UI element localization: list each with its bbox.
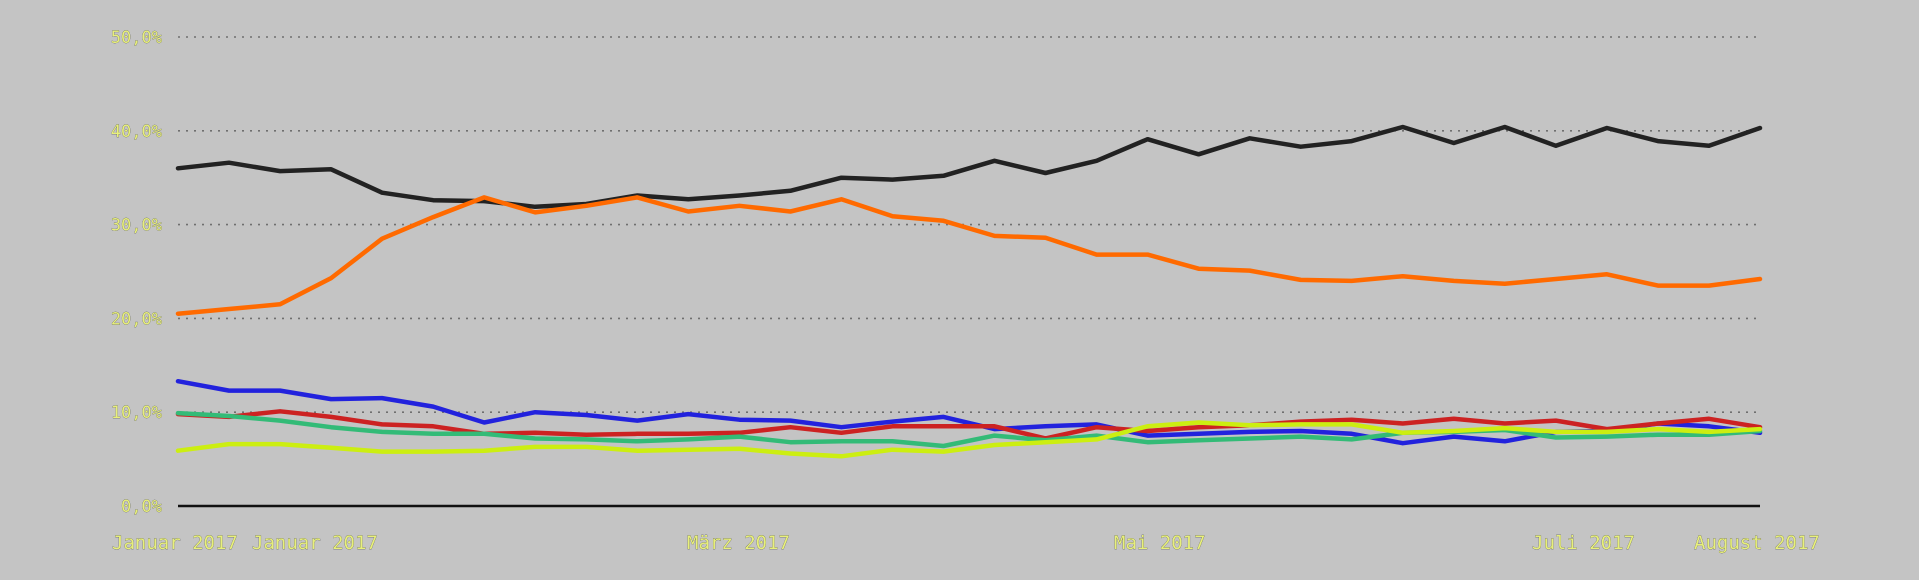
- x-tick-label: März 2017: [687, 532, 790, 554]
- x-tick-label: Januar 2017: [112, 532, 238, 554]
- x-axis-tick-labels: Januar 2017 Januar 2017 März 2017 Mai 2017 J…: [112, 532, 1820, 554]
- series-lines: [175, 124, 1763, 459]
- series-line-3: [175, 378, 1763, 446]
- y-axis-tick-labels: 0,0% 10,0% 20,0% 30,0% 40,0% 50,0%: [111, 28, 163, 517]
- y-tick-label: 40,0%: [111, 122, 162, 142]
- series-line-4: [175, 409, 1763, 441]
- x-tick-label: Januar 2017: [252, 532, 378, 554]
- y-tick-label: 0,0%: [121, 497, 162, 517]
- y-tick-label: 50,0%: [111, 28, 162, 48]
- x-tick-label: Juli 2017: [1532, 532, 1635, 554]
- series-line-2: [175, 195, 1763, 316]
- y-tick-label: 20,0%: [111, 309, 162, 329]
- series-line-1: [175, 124, 1763, 210]
- y-tick-label: 30,0%: [111, 216, 162, 236]
- x-tick-label: Mai 2017: [1114, 532, 1206, 554]
- series-line-6: [175, 420, 1763, 459]
- x-tick-label: August 2017: [1694, 532, 1820, 554]
- y-tick-label: 10,0%: [111, 403, 162, 423]
